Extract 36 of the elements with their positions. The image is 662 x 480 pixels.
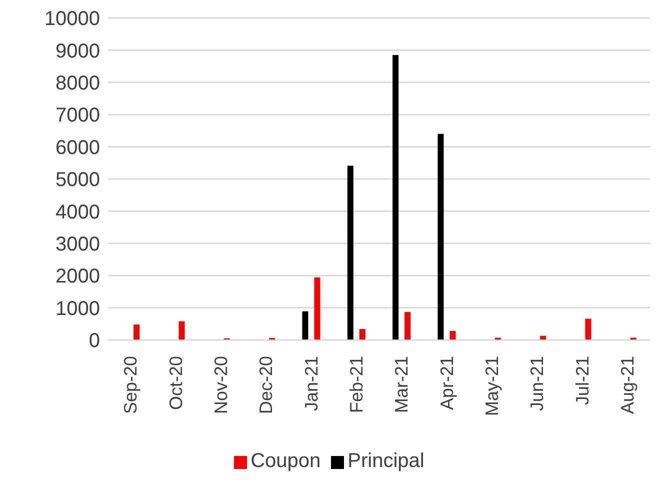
- bar: [438, 134, 444, 340]
- y-tick-label: 3000: [56, 234, 100, 256]
- y-tick-label: 10000: [44, 8, 100, 30]
- bar: [302, 311, 308, 340]
- bar: [347, 166, 354, 340]
- x-tick-label: Apr-21: [436, 356, 457, 410]
- x-tick-label: Jul-21: [572, 356, 592, 406]
- x-tick-label: Mar-21: [392, 356, 412, 414]
- y-tick-label: 5000: [56, 169, 100, 192]
- bar: [392, 55, 399, 340]
- bar: [178, 321, 185, 340]
- x-tick-label: Aug-21: [617, 356, 638, 414]
- y-tick-label: 1000: [56, 298, 100, 320]
- y-tick-label: 9000: [56, 40, 100, 62]
- y-tick-label: 8000: [56, 72, 100, 94]
- x-tick-label: Oct-20: [166, 356, 186, 410]
- legend-label: Principal: [348, 450, 424, 472]
- legend-label: Coupon: [250, 450, 321, 472]
- x-tick-label: Nov-20: [210, 356, 231, 414]
- x-tick-label: Jan-21: [301, 356, 322, 412]
- y-tick-label: 6000: [56, 136, 100, 159]
- x-tick-label: Jun-21: [527, 356, 548, 412]
- bar: [134, 324, 140, 340]
- bar: [450, 330, 456, 340]
- x-tick-label: May-21: [482, 356, 502, 416]
- bar: [585, 318, 592, 340]
- x-tick-label: Feb-21: [346, 356, 366, 414]
- x-tick-label: Sep-20: [120, 356, 141, 414]
- bar: [359, 329, 366, 340]
- y-tick-label: 0: [88, 330, 100, 352]
- bar: [404, 312, 411, 340]
- y-tick-label: 2000: [56, 266, 100, 288]
- bar: [314, 278, 320, 340]
- x-tick-label: Dec-20: [256, 356, 276, 414]
- y-tick-label: 7000: [56, 104, 100, 127]
- y-tick-label: 4000: [56, 201, 100, 224]
